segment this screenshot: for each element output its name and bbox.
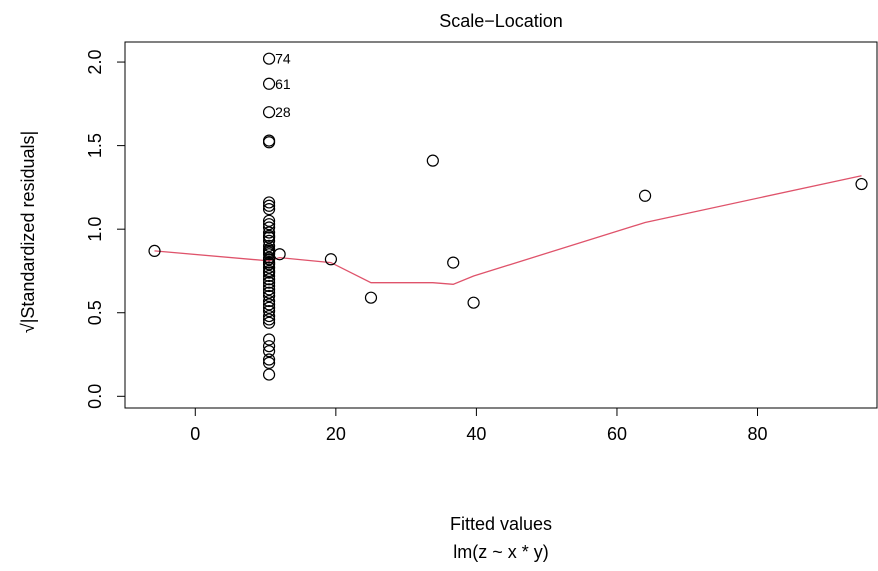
data-point [467, 296, 480, 309]
plot-frame [124, 41, 878, 409]
data-point [262, 289, 276, 303]
data-point [262, 261, 276, 274]
data-point [262, 273, 276, 286]
y-tick-label: 2.0 [85, 50, 105, 75]
data-point [638, 189, 652, 202]
data-point [262, 239, 276, 252]
data-point [447, 256, 460, 269]
data-point [262, 276, 276, 289]
data-point [262, 203, 276, 216]
data-point [262, 304, 276, 318]
data-point [262, 269, 276, 283]
data-point [262, 345, 276, 358]
data-point [262, 214, 276, 227]
smooth-line-series [154, 175, 862, 285]
y-tick-label: 0.5 [85, 300, 105, 325]
data-point [262, 218, 276, 231]
data-point [262, 106, 276, 119]
x-tick-label: 0 [190, 424, 200, 444]
data-point [426, 154, 439, 167]
data-point [262, 294, 276, 308]
chart-title: Scale−Location [439, 11, 563, 31]
data-point-label: 74 [275, 51, 291, 67]
x-tick-label: 20 [326, 424, 346, 444]
smooth-line [154, 175, 862, 285]
data-point [262, 231, 276, 244]
data-point [262, 309, 276, 323]
data-point [262, 316, 276, 329]
data-point [262, 286, 276, 299]
data-point [262, 368, 276, 381]
point-labels: 74 61 28 [275, 51, 291, 120]
y-tick-label: 1.5 [85, 133, 105, 158]
data-point [262, 253, 276, 266]
data-point [148, 244, 161, 258]
data-point [262, 136, 276, 149]
x-axis-subtitle: lm(z ~ x * y) [453, 542, 549, 562]
data-point [262, 258, 276, 271]
y-axis-title: √|Standardized residuals| [18, 131, 38, 333]
x-axis: 0 20 40 60 80 [190, 407, 768, 444]
data-point [262, 234, 276, 247]
data-point [262, 301, 276, 314]
y-axis: 0.0 0.5 1.0 1.5 2.0 [85, 50, 126, 409]
data-point [262, 313, 276, 326]
data-point [364, 291, 378, 304]
points-series [148, 52, 868, 381]
data-point [855, 177, 868, 191]
data-point-label: 28 [275, 104, 291, 120]
data-point [324, 253, 338, 266]
data-point [262, 333, 276, 346]
data-point-label: 61 [275, 76, 291, 92]
data-point [262, 298, 276, 311]
data-point [262, 279, 276, 293]
x-tick-label: 40 [466, 424, 486, 444]
y-tick-label: 1.0 [85, 217, 105, 242]
data-point [262, 266, 276, 279]
data-point [262, 199, 276, 212]
data-point [262, 340, 276, 353]
y-tick-label: 0.0 [85, 384, 105, 409]
data-point [273, 248, 286, 261]
data-point [262, 283, 276, 296]
data-point [262, 196, 276, 209]
x-axis-title: Fitted values [450, 514, 552, 534]
data-point [262, 52, 276, 65]
data-point [262, 226, 276, 239]
data-point [262, 77, 276, 90]
data-point [262, 221, 276, 234]
x-tick-label: 80 [748, 424, 768, 444]
data-point [262, 353, 276, 366]
x-tick-label: 60 [607, 424, 627, 444]
data-point [262, 356, 276, 369]
